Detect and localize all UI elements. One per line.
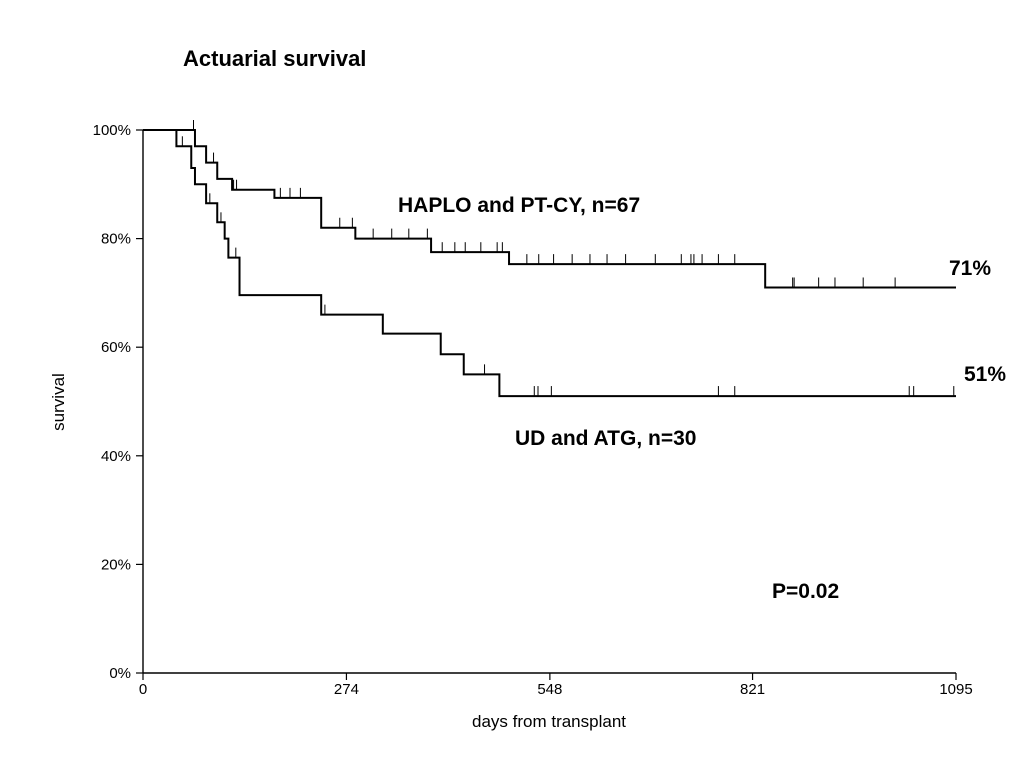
survival-curve-ud — [143, 129, 956, 398]
y-ticks: 0% 20% 40% 60% 80% 100% — [93, 122, 143, 682]
y-tick-label: 0% — [109, 665, 131, 682]
chart-title: Actuarial survival — [183, 46, 366, 71]
y-tick-label: 20% — [101, 556, 131, 573]
x-ticks: 0 274 548 821 1095 — [139, 673, 973, 698]
x-tick-label: 0 — [139, 681, 147, 698]
x-tick-label: 821 — [740, 681, 765, 698]
series-label-ud: UD and ATG, n=30 — [515, 427, 696, 450]
p-value-annotation: P=0.02 — [772, 580, 839, 603]
x-tick-label: 274 — [334, 681, 359, 698]
y-tick-label: 100% — [93, 122, 131, 139]
y-tick-label: 60% — [101, 339, 131, 356]
series-group — [143, 120, 956, 398]
survival-curve-haplo — [143, 129, 956, 289]
y-tick-label: 40% — [101, 448, 131, 465]
end-label-haplo: 71% — [949, 257, 991, 280]
end-label-ud: 51% — [964, 363, 1006, 386]
series-label-haplo: HAPLO and PT-CY, n=67 — [398, 194, 640, 217]
x-axis-label: days from transplant — [472, 712, 626, 731]
x-tick-label: 1095 — [939, 681, 972, 698]
y-tick-label: 80% — [101, 231, 131, 248]
y-axis-label: survival — [49, 373, 68, 431]
x-tick-label: 548 — [537, 681, 562, 698]
